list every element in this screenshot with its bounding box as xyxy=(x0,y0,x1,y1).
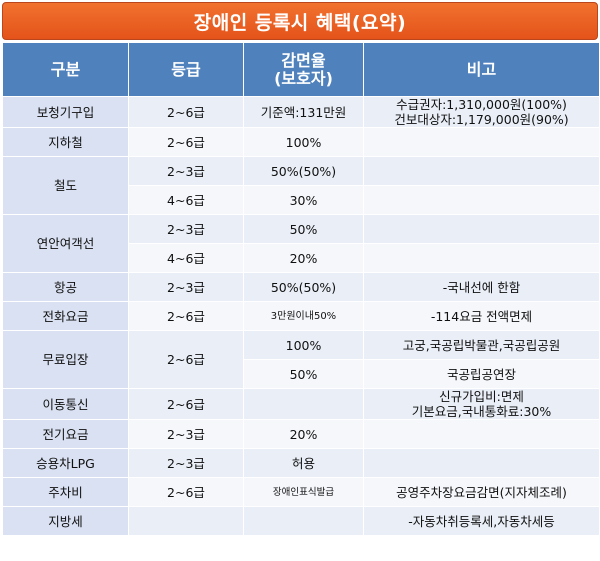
grade-cell: 2~3급 xyxy=(128,448,244,478)
table-row: 철도 2~3급 50%(50%) xyxy=(2,156,600,215)
grade-cell: 4~6급 xyxy=(128,185,244,215)
grade-cell: 2~3급 xyxy=(128,214,244,244)
table-row: 4~6급 20% xyxy=(3,243,600,273)
category-cell: 지하철 xyxy=(2,127,129,157)
note-cell: 수급권자:1,310,000원(100%) 건보대상자:1,179,000원(90… xyxy=(363,96,600,128)
discount-cell: 3만원이내50% xyxy=(243,301,364,331)
note-cell xyxy=(363,243,600,273)
note-cell: -자동차취등록세,자동차세등 xyxy=(363,506,600,536)
grade-cell: 2~6급 xyxy=(128,127,244,157)
grade-cell: 4~6급 xyxy=(128,243,244,273)
category-cell: 이동통신 xyxy=(2,388,129,420)
header-grade: 등급 xyxy=(128,42,244,97)
table-row: 전화요금 2~6급 3만원이내50% -114요금 전액면제 xyxy=(2,301,600,331)
header-note: 비고 xyxy=(363,42,600,97)
grade-cell: 2~6급 xyxy=(128,477,244,507)
grade-cell: 2~6급 xyxy=(128,96,244,128)
table-row: 전기요금 2~3급 20% xyxy=(2,419,600,449)
note-cell: 신규가입비:면제 기본요금,국내통화료:30% xyxy=(363,388,600,420)
discount-cell: 50% xyxy=(243,214,364,244)
discount-cell: 장애인표식발급 xyxy=(243,477,364,507)
grade-cell: 2~6급 xyxy=(128,388,244,420)
grade-cell: 2~3급 xyxy=(128,419,244,449)
table-row: 보청기구입 2~6급 기준액:131만원 수급권자:1,310,000원(100… xyxy=(2,96,600,128)
grade-cell: 2~6급 xyxy=(128,301,244,331)
category-cell: 승용차LPG xyxy=(2,448,129,478)
discount-cell: 20% xyxy=(243,243,364,273)
table-row: 승용차LPG 2~3급 허용 xyxy=(2,448,600,478)
note-cell xyxy=(363,127,600,157)
table-row: 무료입장 2~6급 100% 고궁,국공립박물관,국공립공원 xyxy=(2,330,600,389)
discount-cell: 허용 xyxy=(243,448,364,478)
note-cell xyxy=(363,214,600,244)
category-cell: 무료입장 xyxy=(2,330,129,389)
table-row: 이동통신 2~6급 신규가입비:면제 기본요금,국내통화료:30% xyxy=(2,388,600,420)
category-cell: 지방세 xyxy=(2,506,129,536)
note-cell xyxy=(363,448,600,478)
note-cell xyxy=(363,156,600,186)
grade-cell xyxy=(128,506,244,536)
benefits-table: 구분 등급 감면율 (보호자) 비고 보청기구입 2~6급 기준액:131만원 수… xyxy=(2,42,600,536)
discount-cell: 50%(50%) xyxy=(243,272,364,302)
table-row: 주차비 2~6급 장애인표식발급 공영주차장요금감면(지자체조례) xyxy=(2,477,600,507)
page-title: 장애인 등록시 혜택(요약) xyxy=(2,2,598,40)
discount-cell: 50% xyxy=(243,359,364,389)
note-cell: 국공립공연장 xyxy=(363,359,600,389)
grade-cell: 2~3급 xyxy=(128,156,244,186)
category-cell: 항공 xyxy=(2,272,129,302)
table-row: 항공 2~3급 50%(50%) -국내선에 한함 xyxy=(2,272,600,302)
header-row: 구분 등급 감면율 (보호자) 비고 xyxy=(2,42,600,97)
discount-cell: 100% xyxy=(243,127,364,157)
note-cell: 고궁,국공립박물관,국공립공원 xyxy=(363,330,600,360)
grade-cell: 2~6급 xyxy=(128,330,244,389)
table-row: 지하철 2~6급 100% xyxy=(2,127,600,157)
category-cell: 철도 xyxy=(2,156,129,215)
table-row: 지방세 -자동차취등록세,자동차세등 xyxy=(2,506,600,536)
note-cell: -국내선에 한함 xyxy=(363,272,600,302)
category-cell: 주차비 xyxy=(2,477,129,507)
category-cell: 전화요금 xyxy=(2,301,129,331)
discount-cell: 100% xyxy=(243,330,364,360)
note-cell: 공영주차장요금감면(지자체조례) xyxy=(363,477,600,507)
note-cell xyxy=(363,185,600,215)
note-cell: -114요금 전액면제 xyxy=(363,301,600,331)
category-cell: 연안여객선 xyxy=(2,214,129,273)
table-row: 4~6급 30% xyxy=(3,185,600,215)
discount-cell xyxy=(243,388,364,420)
header-category: 구분 xyxy=(2,42,129,97)
table-row: 연안여객선 2~3급 50% xyxy=(2,214,600,273)
discount-cell: 30% xyxy=(243,185,364,215)
discount-cell xyxy=(243,506,364,536)
grade-cell: 2~3급 xyxy=(128,272,244,302)
discount-cell: 50%(50%) xyxy=(243,156,364,186)
discount-cell: 기준액:131만원 xyxy=(243,96,364,128)
discount-cell: 20% xyxy=(243,419,364,449)
note-cell xyxy=(363,419,600,449)
category-cell: 보청기구입 xyxy=(2,96,129,128)
header-discount: 감면율 (보호자) xyxy=(243,42,364,97)
category-cell: 전기요금 xyxy=(2,419,129,449)
table-row: 50% 국공립공연장 xyxy=(3,359,600,389)
